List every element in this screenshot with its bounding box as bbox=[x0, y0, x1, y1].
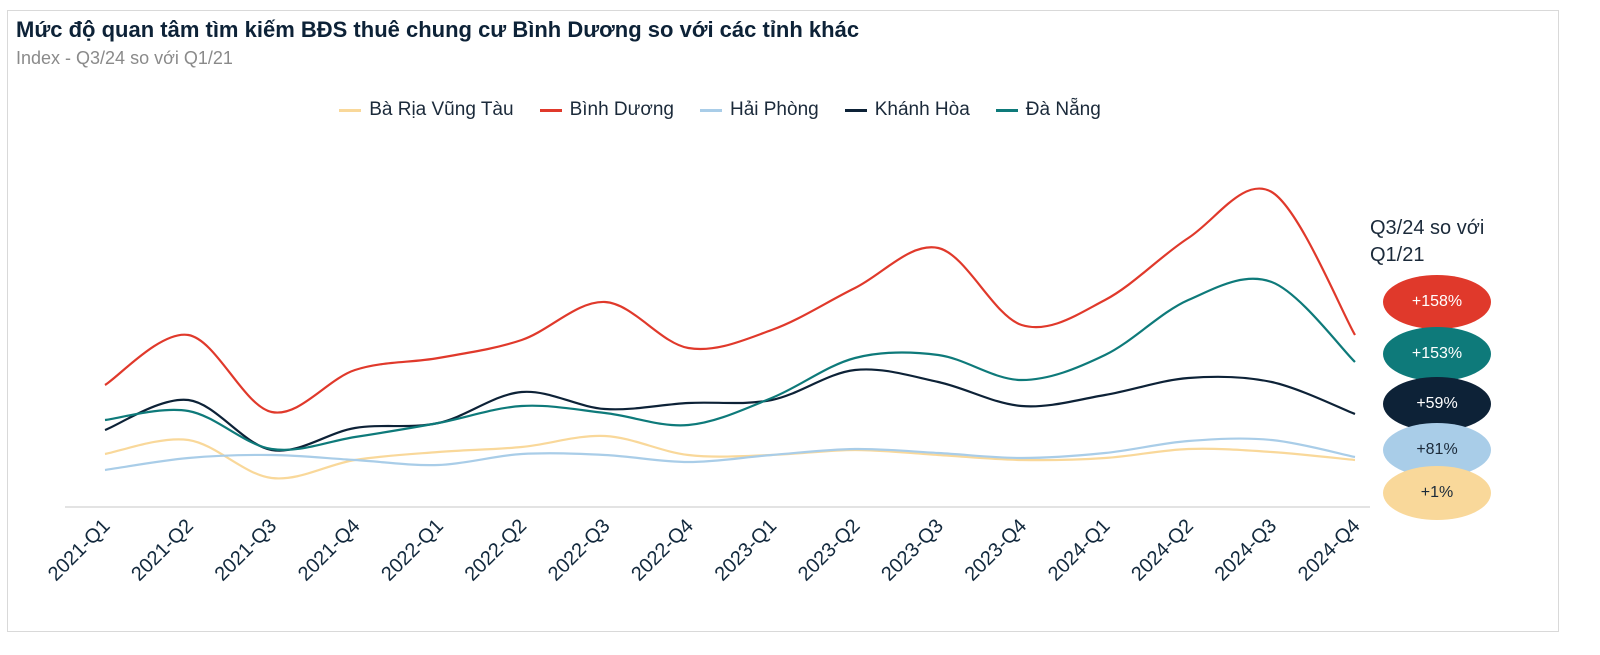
x-tick-label: 2021-Q2 bbox=[127, 515, 198, 586]
x-tick-label: 2024-Q4 bbox=[1294, 515, 1365, 586]
annotation-badge: +153% bbox=[1383, 327, 1491, 381]
x-tick-label: 2021-Q4 bbox=[294, 515, 365, 586]
legend-item-da-nang: Đà Nẵng bbox=[995, 99, 1101, 121]
legend-item-binh-duong: Bình Dương bbox=[539, 99, 674, 121]
legend-swatch bbox=[995, 108, 1018, 112]
legend-label: Khánh Hòa bbox=[874, 99, 970, 120]
x-tick-label: 2022-Q1 bbox=[377, 515, 448, 586]
series-line-3 bbox=[104, 368, 1356, 452]
x-tick-label: 2021-Q3 bbox=[211, 515, 282, 586]
legend-label: Bình Dương bbox=[569, 99, 674, 120]
chart-subtitle: Index - Q3/24 so với Q1/21 bbox=[16, 48, 233, 68]
series-line-4 bbox=[104, 277, 1356, 451]
x-tick-label: 2023-Q1 bbox=[711, 515, 782, 586]
legend-swatch bbox=[339, 108, 362, 112]
x-tick-label: 2023-Q2 bbox=[794, 515, 865, 586]
legend: Bà Rịa Vũng Tàu Bình Dương Hải Phòng Khá… bbox=[0, 99, 1440, 121]
annotation-badge: +59% bbox=[1383, 377, 1491, 431]
series-line-0 bbox=[104, 434, 1356, 480]
annotation-badge: +158% bbox=[1383, 275, 1491, 329]
annotation-badge: +1% bbox=[1383, 466, 1491, 520]
legend-label: Hải Phòng bbox=[729, 99, 819, 120]
series-line-2 bbox=[104, 437, 1356, 472]
x-tick-label: 2021-Q1 bbox=[44, 515, 115, 586]
x-tick-label: 2022-Q3 bbox=[544, 515, 615, 586]
x-tick-label: 2024-Q2 bbox=[1127, 515, 1198, 586]
legend-swatch bbox=[844, 108, 867, 112]
legend-swatch bbox=[539, 108, 562, 112]
annotation-title: Q3/24 so với Q1/21 bbox=[1370, 217, 1485, 266]
chart-frame bbox=[7, 10, 1559, 632]
x-tick-label: 2022-Q2 bbox=[461, 515, 532, 586]
x-tick-label: 2023-Q4 bbox=[961, 515, 1032, 586]
series-line-1 bbox=[104, 187, 1356, 414]
chart-title: Mức độ quan tâm tìm kiếm BĐS thuê chung … bbox=[16, 17, 860, 42]
legend-item-hai-phong: Hải Phòng bbox=[699, 99, 819, 121]
x-tick-label: 2023-Q3 bbox=[877, 515, 948, 586]
legend-label: Đà Nẵng bbox=[1025, 99, 1101, 120]
x-tick-label: 2024-Q3 bbox=[1211, 515, 1282, 586]
x-tick-label: 2022-Q4 bbox=[627, 515, 698, 586]
legend-label: Bà Rịa Vũng Tàu bbox=[369, 99, 514, 120]
x-tick-label: 2024-Q1 bbox=[1044, 515, 1115, 586]
legend-swatch bbox=[699, 108, 722, 112]
legend-item-khanh-hoa: Khánh Hòa bbox=[844, 99, 970, 121]
legend-item-ba-ria-vung-tau: Bà Rịa Vũng Tàu bbox=[339, 99, 514, 121]
